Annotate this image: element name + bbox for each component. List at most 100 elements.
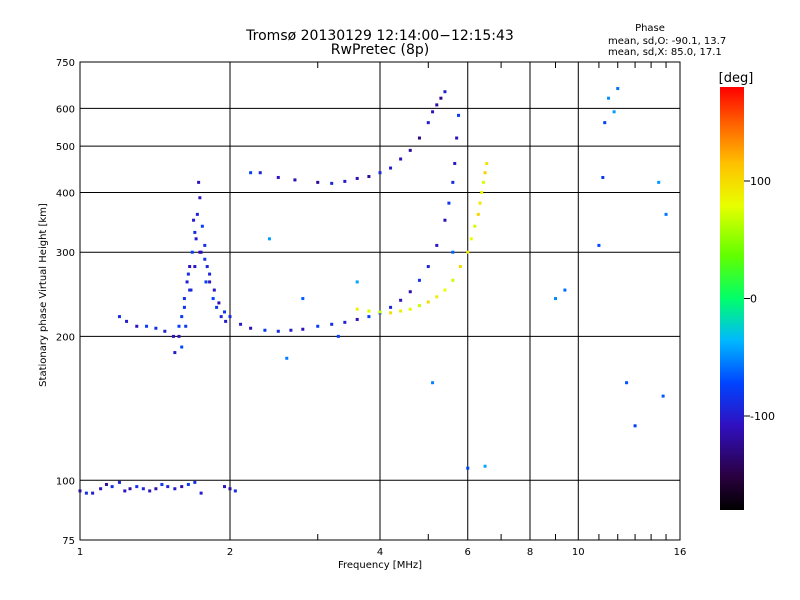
data-point [417,304,421,308]
data-point [289,328,293,332]
data-point [195,212,199,216]
x-axis-ticks: 1 2 4 6 8 10 16 [77,62,687,558]
x-tick-label: 16 [674,547,687,558]
data-point [239,322,243,326]
x-axis-label: Frequency [MHz] [338,560,422,571]
data-point [154,487,158,491]
data-point [228,487,232,491]
data-point [480,190,484,194]
data-point [215,305,219,309]
series-4 [355,161,489,315]
data-point [197,180,201,184]
data-point [148,489,152,493]
data-point [186,482,190,486]
data-point [426,265,430,269]
series-0 [78,480,237,495]
data-point [481,180,485,184]
x-tick-label: 2 [227,547,233,558]
data-point [208,272,212,276]
data-point [276,175,280,179]
data-point [453,161,457,165]
data-point [553,297,557,301]
data-point [616,87,620,91]
data-point [355,280,359,284]
data-point [466,466,470,470]
data-point [188,265,192,269]
data-point [285,356,289,360]
data-point [166,485,170,489]
data-point [389,311,393,315]
data-point [263,328,267,332]
data-point [389,305,393,309]
data-point [249,326,253,330]
data-point [193,230,197,234]
data-point [180,485,184,489]
data-point [367,315,371,319]
data-point [483,464,487,468]
data-point [110,485,114,489]
series-1 [117,113,461,338]
data-point [204,280,208,284]
y-tick-label: 400 [56,188,75,199]
data-point [483,171,487,175]
x-tick-label: 1 [77,547,83,558]
y-tick-label: 750 [56,58,75,69]
x-tick-label: 10 [572,547,585,558]
data-point [355,176,359,180]
y-tick-label: 200 [56,332,75,343]
data-point [478,201,482,205]
chart-title: Tromsø 20130129 12:14:00−12:15:43 [245,28,514,44]
x-tick-label: 6 [465,547,471,558]
data-point [408,148,412,152]
data-point [200,224,204,228]
data-point [104,482,108,486]
data-point [408,290,412,294]
data-point [473,224,477,228]
grid-lines [80,62,680,540]
data-point [330,322,334,326]
data-point [203,243,207,247]
y-tick-label: 500 [56,142,75,153]
data-point [180,315,184,319]
data-point [125,319,129,323]
data-point [186,272,190,276]
data-point [228,315,232,319]
data-point [117,480,121,484]
data-point [194,237,198,241]
data-point [435,243,439,247]
data-point [367,309,371,313]
data-point [367,175,371,179]
data-point [389,166,393,170]
y-tick-label: 600 [56,104,75,115]
x-tick-label: 8 [527,547,533,558]
data-point [316,324,320,328]
data-point [466,250,470,254]
data-point [485,161,489,165]
data-point [135,324,139,328]
stats-x-mode: mean, sd,X: 85.0, 17.1 [608,47,722,58]
data-point [597,243,601,247]
data-point [84,491,88,495]
data-point [417,136,421,140]
data-point [399,309,403,313]
data-point [205,265,209,269]
data-point [135,485,139,489]
data-point [355,307,359,311]
data-point [193,480,197,484]
data-point [258,171,262,175]
data-point [664,212,668,216]
data-point [141,487,145,491]
data-point [177,334,181,338]
data-point [198,196,202,200]
data-point [171,334,175,338]
data-point [443,90,447,94]
data-point [330,181,334,185]
data-point [185,280,189,284]
data-point [443,288,447,292]
data-point [439,96,443,100]
data-point [625,381,629,385]
data-point [199,250,203,254]
data-point [426,121,430,125]
data-point [276,329,280,333]
